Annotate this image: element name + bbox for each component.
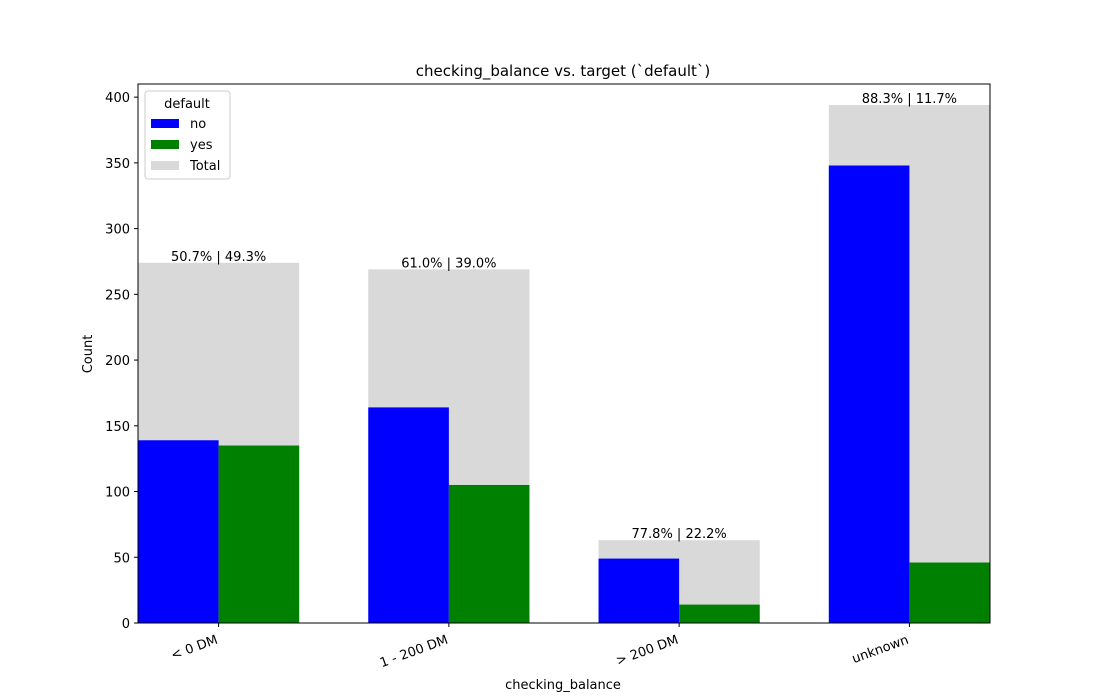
bar-label-3: 88.3% | 11.7% bbox=[862, 92, 957, 107]
bar-yes-2 bbox=[679, 604, 760, 623]
bar-label-0: 50.7% | 49.3% bbox=[171, 250, 266, 265]
legend-label-2: Total bbox=[189, 159, 220, 174]
plot-area: 50.7% | 49.3% 61.0% | 39.0% 77.8% | 22.2% 8… bbox=[105, 83, 991, 672]
legend-label-0: no bbox=[190, 117, 206, 132]
x-axis-label: checking_balance bbox=[505, 678, 621, 693]
x-tick-label-2: > 200 DM bbox=[614, 633, 680, 669]
legend-swatch-0 bbox=[151, 119, 179, 128]
y-tick-label-3: 150 bbox=[105, 420, 130, 435]
bar-yes-3 bbox=[909, 562, 990, 623]
bar-label-1: 61.0% | 39.0% bbox=[401, 256, 496, 271]
bar-label-2: 77.8% | 22.2% bbox=[632, 527, 727, 542]
y-tick-label-8: 400 bbox=[105, 91, 130, 106]
y-tick-label-1: 50 bbox=[113, 551, 130, 566]
legend-swatch-1 bbox=[151, 140, 179, 149]
legend-swatch-2 bbox=[151, 161, 179, 170]
y-tick-label-5: 250 bbox=[105, 288, 130, 303]
y-tick-label-2: 100 bbox=[105, 486, 130, 501]
legend-box bbox=[144, 90, 231, 180]
bar-no-0 bbox=[138, 440, 219, 623]
bar-yes-0 bbox=[218, 445, 300, 623]
y-tick-label-0: 0 bbox=[122, 617, 130, 632]
axes-frame bbox=[137, 83, 991, 624]
y-tick-label-7: 350 bbox=[105, 157, 130, 172]
bar-no-1 bbox=[368, 407, 449, 623]
y-tick-label-4: 200 bbox=[105, 354, 130, 369]
x-tick-label-1: 1 - 200 DM bbox=[378, 633, 450, 672]
bar-no-3 bbox=[828, 165, 910, 623]
bar-yes-1 bbox=[448, 484, 530, 623]
x-tick-label-0: < 0 DM bbox=[169, 633, 220, 664]
y-tick-label-6: 300 bbox=[105, 223, 130, 238]
x-tick-label-3: unknown bbox=[850, 633, 911, 667]
legend-label-1: yes bbox=[190, 138, 213, 153]
legend-title: default bbox=[164, 97, 210, 112]
y-axis-label: Count bbox=[81, 335, 96, 374]
chart-title: checking_balance vs. target (`default`) bbox=[416, 62, 711, 81]
bar-no-2 bbox=[598, 558, 680, 623]
